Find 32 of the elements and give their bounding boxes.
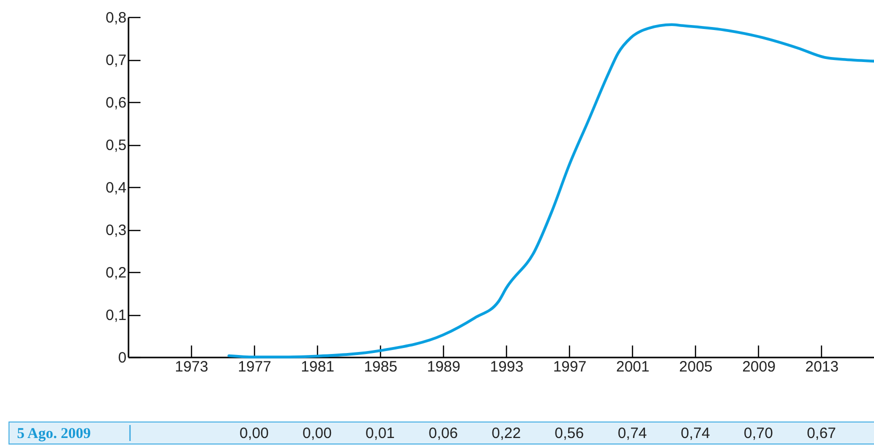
text: 0,67 <box>806 425 836 442</box>
x-tick-label: 2001 <box>616 358 650 376</box>
x-tick-label: 1989 <box>427 358 460 376</box>
x-tick-label: 2005 <box>679 358 713 376</box>
text: 0,00 <box>239 425 269 442</box>
x-tick-label: 1993 <box>490 358 524 376</box>
text: 0,74 <box>680 425 710 442</box>
y-tick-label: 0,1 <box>106 307 126 324</box>
text: 0,74 <box>618 425 647 442</box>
y-tick-label: 0,3 <box>106 222 126 239</box>
x-tick-label: 1997 <box>553 358 586 376</box>
y-tick-label: 0,7 <box>106 52 126 69</box>
y-tick-label: 0 <box>118 350 126 366</box>
x-tick-label: 2013 <box>805 358 839 376</box>
y-tick-label: 0,4 <box>106 180 126 196</box>
text: 5 Ago. 2009 <box>17 426 91 442</box>
text: 0,00 <box>302 425 332 442</box>
text: 0,06 <box>428 425 458 442</box>
y-tick-label: 0,2 <box>106 264 126 282</box>
x-tick-label: 1977 <box>238 358 272 376</box>
x-tick-label: 1973 <box>174 358 208 376</box>
text: 0,70 <box>744 425 773 442</box>
x-tick-label: 1985 <box>364 358 398 376</box>
x-tick-label: 1981 <box>300 358 334 376</box>
y-tick-label: 0,6 <box>106 94 126 112</box>
y-tick-label: 0,8 <box>106 10 126 26</box>
text: 0,22 <box>492 425 521 442</box>
line-series <box>227 23 874 358</box>
text: 0,56 <box>554 425 584 442</box>
text: 0,01 <box>366 425 395 442</box>
x-tick-label: 2009 <box>742 358 776 376</box>
y-tick-label: 0,5 <box>106 137 126 154</box>
